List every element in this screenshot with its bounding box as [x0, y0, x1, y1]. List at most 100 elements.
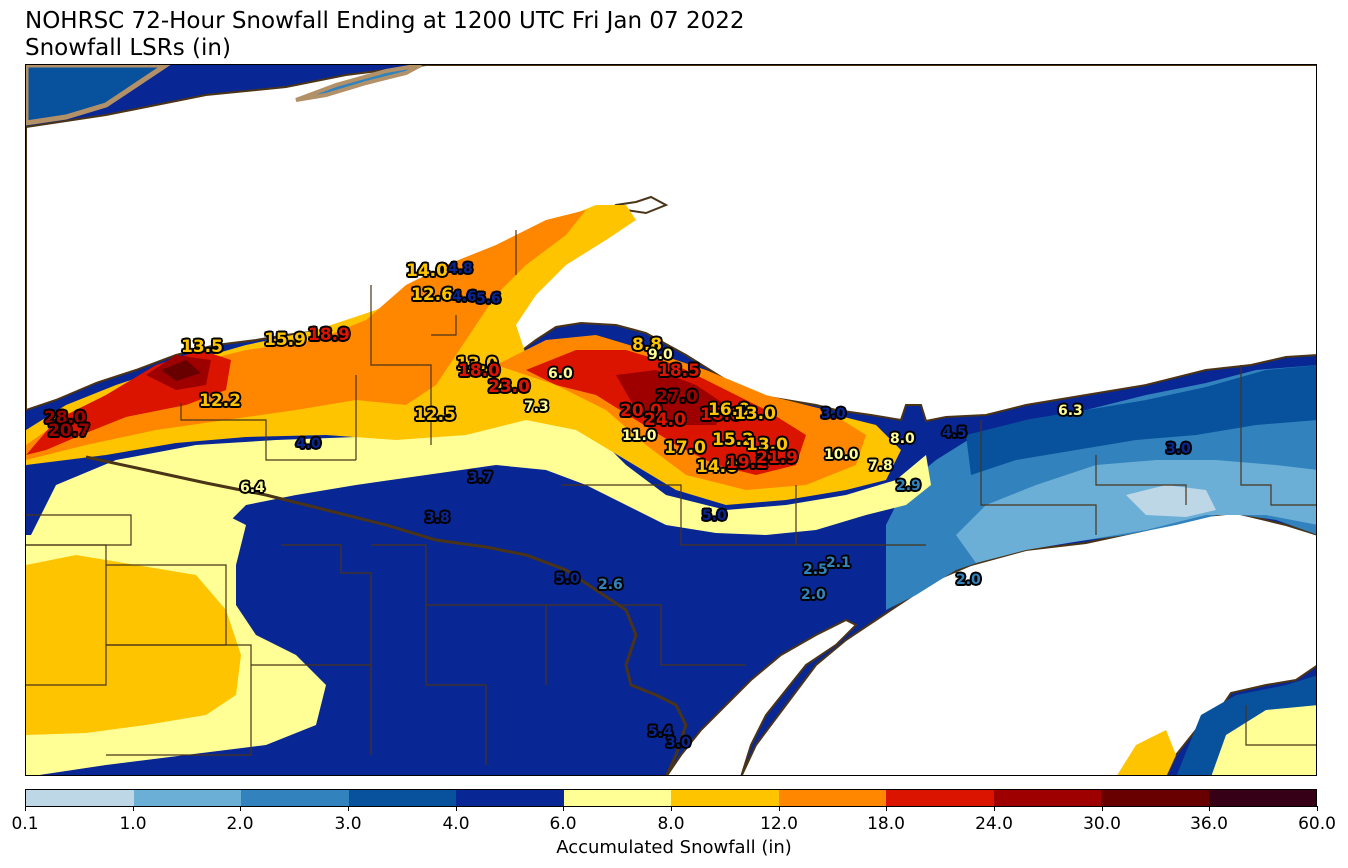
- colorbar-swatch: [456, 790, 564, 806]
- lsr-report-label: 10.0: [824, 447, 859, 463]
- lsr-report-label: 3.0: [821, 406, 846, 422]
- colorbar-tick-mark: [779, 806, 780, 811]
- colorbar-tick-label: 4.0: [442, 814, 470, 834]
- lsr-report-label: 5.0: [555, 571, 580, 587]
- colorbar-tick-label: 30.0: [1083, 814, 1121, 834]
- snow-30-36: [161, 360, 201, 381]
- lsr-report-label: 27.0: [656, 387, 698, 407]
- colorbar-swatch: [133, 790, 241, 806]
- green-bay: [666, 618, 858, 775]
- lsr-report-label: 3.0: [1166, 441, 1191, 457]
- lsr-report-label: 18.5: [658, 361, 700, 381]
- lsr-report-label: 2.6: [598, 577, 623, 593]
- county-lines: [26, 230, 1316, 765]
- colorbar-tick-label: 24.0: [975, 814, 1013, 834]
- colorbar: [25, 789, 1317, 807]
- map-svg: [26, 65, 1316, 775]
- snow-6-8: [26, 415, 931, 655]
- lsr-report-label: 13.0: [746, 435, 788, 455]
- colorbar-label: Accumulated Snowfall (in): [556, 837, 792, 858]
- colorbar-tick-label: 18.0: [867, 814, 905, 834]
- colorbar-tick-mark: [1209, 806, 1210, 811]
- lsr-report-label: 12.2: [199, 391, 241, 411]
- lsr-report-label: 20.0: [620, 401, 662, 421]
- lsr-report-label: 15.2: [712, 430, 754, 450]
- lsr-report-label: 13.0: [456, 354, 498, 374]
- lsr-report-label: 9.0: [648, 347, 673, 363]
- lsr-report-label: 14.0: [406, 261, 448, 281]
- lsr-report-label: 7.8: [868, 458, 893, 474]
- colorbar-tick-label: 3.0: [334, 814, 362, 834]
- lsr-report-label: 28.0: [44, 408, 86, 428]
- lsr-report-label: 12.6: [411, 285, 453, 305]
- colorbar-tick-label: 0.1: [11, 814, 39, 834]
- lsr-report-label: 21.9: [756, 448, 798, 468]
- colorbar-swatch: [671, 790, 779, 806]
- lsr-report-label: 14.0: [696, 457, 738, 477]
- lsr-report-label: 6.3: [1058, 403, 1083, 419]
- snow-24-30: [146, 355, 726, 425]
- colorbar-tick-mark: [1317, 806, 1318, 811]
- colorbar-tick-mark: [886, 806, 887, 811]
- colorbar-swatch: [241, 790, 349, 806]
- lsr-report-label: 5.6: [476, 291, 501, 307]
- map-title: NOHRSC 72-Hour Snowfall Ending at 1200 U…: [25, 8, 745, 34]
- colorbar-swatch: [1208, 790, 1316, 806]
- state-border: [85, 455, 688, 775]
- colorbar-swatch: [348, 790, 456, 806]
- lsr-report-label: 3.7: [468, 470, 493, 486]
- lsr-report-label: 5.0: [702, 508, 727, 524]
- lsr-report-label: 17.0: [664, 438, 706, 458]
- lsr-report-label: 2.9: [896, 478, 921, 494]
- colorbar-tick-mark: [456, 806, 457, 811]
- colorbar-ticks: 0.1 1.0 2.0 3.0 4.0 6.0 8.0 12.0 18.0 24.0 30.0 36.…: [11, 806, 1336, 836]
- lsr-report-label: 4.8: [448, 261, 473, 277]
- colorbar-tick-mark: [994, 806, 995, 811]
- lsr-report-label: 2.1: [826, 555, 851, 571]
- lsr-report-label: 18.9: [308, 325, 350, 345]
- lsr-report-label: 18.0: [458, 361, 500, 381]
- up-east-lightest: [1126, 485, 1216, 517]
- north-shore: [26, 65, 171, 126]
- isle-royale: [295, 65, 422, 102]
- lsr-report-label: 2.5: [803, 562, 828, 578]
- colorbar-tick-label: 8.0: [657, 814, 685, 834]
- colorbar-swatch: [778, 790, 886, 806]
- lsr-report-label: 15.9: [264, 330, 306, 350]
- lower-michigan-yellow: [1211, 705, 1316, 775]
- snow-18-24: [26, 350, 806, 475]
- door-peninsula-yellow: [1117, 730, 1176, 775]
- colorbar-tick-mark: [25, 806, 26, 811]
- colorbar-tick-mark: [133, 806, 134, 811]
- colorbar-swatch: [886, 790, 994, 806]
- lsr-report-label: 8.0: [890, 431, 915, 447]
- lsr-report-label: 3.0: [666, 735, 691, 751]
- colorbar-tick-label: 1.0: [119, 814, 147, 834]
- colorbar-tick-label: 12.0: [760, 814, 798, 834]
- lsr-report-label: 7.3: [524, 399, 549, 415]
- lsr-report-label: 19.2: [726, 453, 768, 473]
- colorbar-tick-label: 60.0: [1298, 814, 1336, 834]
- lsr-report-label: 2.0: [956, 572, 981, 588]
- lsr-report-label: 20.7: [48, 421, 90, 441]
- lsr-report-label: 12.5: [414, 405, 456, 425]
- lsr-report-label: 13.5: [181, 337, 223, 357]
- colorbar-tick-mark: [671, 806, 672, 811]
- lsr-report-label: 8.8: [632, 335, 663, 355]
- colorbar-swatch: [563, 790, 671, 806]
- lsr-report-label: 2.0: [801, 587, 826, 603]
- up-east-dark: [966, 365, 1316, 475]
- lsr-report-label: 4.5: [942, 425, 967, 441]
- lsr-report-label: 18.0: [700, 405, 742, 425]
- lsr-report-label: 4.0: [296, 436, 321, 452]
- lsr-report-label: 16.0: [708, 400, 750, 420]
- lsr-report-label: 13.0: [734, 404, 776, 424]
- colorbar-swatch: [993, 790, 1101, 806]
- map-subtitle: Snowfall LSRs (in): [25, 35, 231, 61]
- lsr-report-label: 6.0: [548, 366, 573, 382]
- colorbar-swatch: [26, 790, 134, 806]
- lsr-report-label: 23.0: [488, 377, 530, 397]
- colorbar-tick-mark: [1102, 806, 1103, 811]
- lsr-report-label: 24.0: [644, 410, 686, 430]
- lsr-report-label: 6.4: [240, 480, 265, 496]
